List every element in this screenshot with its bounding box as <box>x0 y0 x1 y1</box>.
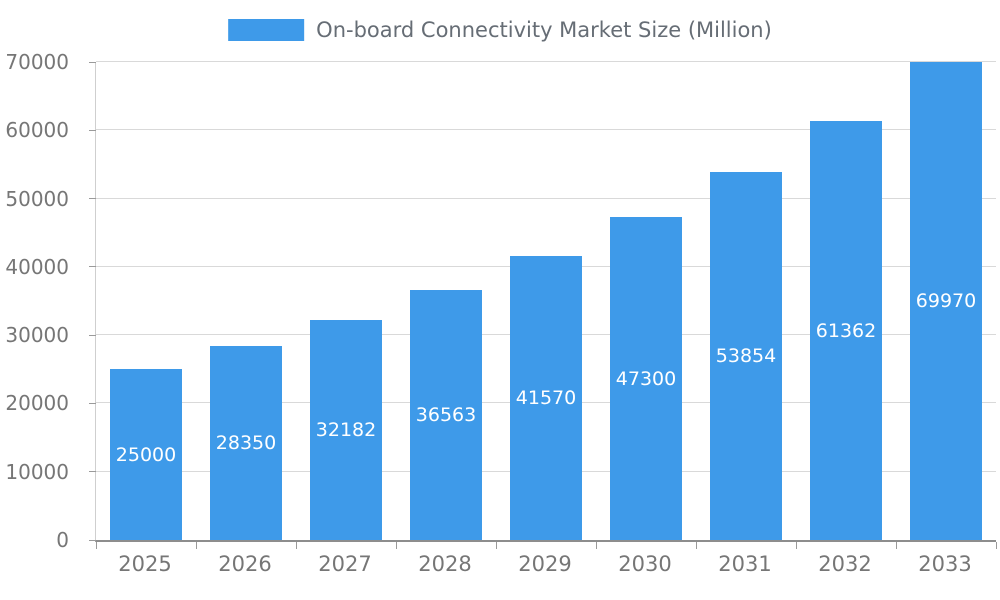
y-tick-label-10000: 10000 <box>5 459 69 484</box>
y-tick-mark-40000 <box>89 266 96 268</box>
y-tick-mark-10000 <box>89 471 96 473</box>
bar-value-label-2030: 47300 <box>615 367 677 390</box>
bar-value-label-2029: 41570 <box>515 387 577 410</box>
x-label-2030: 2030 <box>618 552 672 576</box>
bar-2031[interactable]: 53854 <box>710 172 782 540</box>
bar-2026[interactable]: 28350 <box>210 346 282 540</box>
x-label-2029: 2029 <box>518 552 572 576</box>
x-label-2025: 2025 <box>118 552 172 576</box>
y-tick-label-70000: 70000 <box>5 50 69 74</box>
x-tick-mark-8 <box>896 542 897 549</box>
bar-slot-2030: 47300 <box>596 62 696 540</box>
y-tick-label-50000: 50000 <box>5 186 69 211</box>
y-tick-mark-30000 <box>89 334 96 336</box>
bar-2033[interactable]: 69970 <box>910 62 982 540</box>
x-label-2026: 2026 <box>218 552 272 576</box>
y-tick-mark-20000 <box>89 402 96 404</box>
bar-slot-2027: 32182 <box>296 62 396 540</box>
plot-area: 0 10000 20000 30000 40000 50000 60000 70000 250… <box>5 50 997 552</box>
y-tick-mark-60000 <box>89 129 96 131</box>
x-tick-mark-2 <box>296 542 297 549</box>
x-label-2032: 2032 <box>818 552 872 576</box>
y-tick-label-0: 0 <box>56 528 69 552</box>
bar-slot-2025: 25000 <box>96 62 196 540</box>
bar-2029[interactable]: 41570 <box>510 256 582 540</box>
gridline-50000 <box>96 197 996 199</box>
bar-2027[interactable]: 32182 <box>310 320 382 540</box>
y-tick-label-20000: 20000 <box>5 391 69 416</box>
x-label-2031: 2031 <box>718 552 772 576</box>
y-tick-mark-70000 <box>89 61 96 63</box>
x-tick-mark-9 <box>996 542 997 549</box>
legend-swatch-icon <box>228 19 305 41</box>
x-label-2033: 2033 <box>918 552 972 576</box>
y-tick-label-40000: 40000 <box>5 254 69 279</box>
chart-legend[interactable]: On-board Connectivity Market Size (Milli… <box>228 18 772 42</box>
bar-value-label-2033: 69970 <box>915 290 977 313</box>
bar-value-label-2025: 25000 <box>115 443 177 466</box>
bar-2025[interactable]: 25000 <box>110 369 182 540</box>
bar-value-label-2026: 28350 <box>215 432 277 455</box>
x-tick-mark-0 <box>96 542 97 549</box>
x-tick-mark-1 <box>196 542 197 549</box>
x-label-2027: 2027 <box>318 552 372 576</box>
bar-slot-2031: 53854 <box>696 62 796 540</box>
bar-value-label-2032: 61362 <box>815 319 877 342</box>
legend-label: On-board Connectivity Market Size (Milli… <box>316 18 772 42</box>
bar-2032[interactable]: 61362 <box>810 121 882 540</box>
bar-slot-2029: 41570 <box>496 62 596 540</box>
y-tick-label-30000: 30000 <box>5 323 69 348</box>
bar-series: 25000 28350 32182 36563 41570 47300 53854 61362… <box>96 62 996 540</box>
bar-slot-2032: 61362 <box>796 62 896 540</box>
bar-value-label-2027: 32182 <box>315 419 377 442</box>
gridline-60000 <box>96 129 996 131</box>
x-tick-mark-6 <box>695 542 697 549</box>
bar-slot-2028: 36563 <box>396 62 496 540</box>
x-axis-labels: 2025 2026 2027 2028 2029 2030 2031 2032 2033 <box>95 552 995 576</box>
x-tick-mark-7 <box>796 542 797 549</box>
gridline-70000 <box>96 61 996 62</box>
y-tick-mark-0 <box>89 539 96 541</box>
bar-2030[interactable]: 47300 <box>610 217 682 540</box>
x-tick-mark-3 <box>395 542 397 549</box>
bar-slot-2026: 28350 <box>196 62 296 540</box>
bar-2028[interactable]: 36563 <box>410 290 482 540</box>
bar-value-label-2028: 36563 <box>415 404 477 427</box>
bar-slot-2033: 69970 <box>896 62 996 540</box>
bar-value-label-2031: 53854 <box>715 345 777 368</box>
x-label-2028: 2028 <box>418 552 472 576</box>
x-tick-mark-5 <box>596 542 597 549</box>
y-tick-label-60000: 60000 <box>5 118 69 143</box>
y-tick-mark-50000 <box>89 198 96 200</box>
x-tick-mark-4 <box>496 542 497 549</box>
